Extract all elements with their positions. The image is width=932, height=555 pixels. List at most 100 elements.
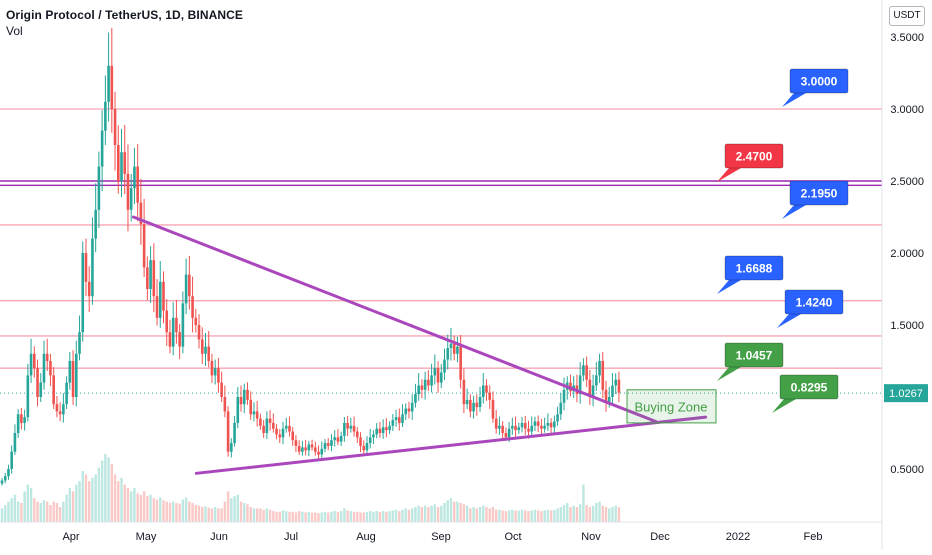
- candle-body: [378, 428, 382, 433]
- volume-bar: [423, 505, 427, 522]
- candle-body: [307, 444, 311, 451]
- volume-bar: [243, 502, 246, 522]
- volume-bar: [598, 501, 601, 522]
- candle-body: [13, 433, 17, 452]
- volume-bar: [304, 512, 307, 522]
- candle-body: [39, 382, 43, 397]
- volume-bar: [191, 502, 194, 522]
- volume-bar: [359, 512, 362, 522]
- time-tick-label: May: [136, 531, 157, 543]
- candle-body: [617, 379, 621, 393]
- volume-indicator-label[interactable]: Vol: [6, 24, 23, 38]
- volume-bar: [81, 471, 84, 522]
- candle-body: [184, 274, 188, 304]
- currency-button[interactable]: USDT: [889, 6, 925, 26]
- candle-body: [546, 422, 550, 426]
- volume-bar: [504, 511, 508, 522]
- volume-bar: [472, 507, 475, 522]
- volume-bar: [239, 501, 243, 522]
- volume-bar: [26, 484, 30, 522]
- price-tick-label: 2.5000: [890, 176, 924, 188]
- volume-bar: [139, 494, 143, 522]
- candle-body: [291, 431, 294, 441]
- candle-body: [255, 411, 259, 419]
- candle-body: [333, 437, 336, 441]
- chart-header: Origin Protocol / TetherUS, 1D, BINANCE …: [6, 8, 243, 38]
- volume-bar: [46, 501, 49, 522]
- volume-bar: [272, 511, 275, 522]
- volume-bar: [604, 507, 608, 522]
- volume-bar: [459, 502, 462, 522]
- candle-body: [595, 375, 598, 386]
- candle-body: [7, 469, 10, 477]
- candle-body: [517, 427, 521, 431]
- volume-bar: [285, 511, 288, 522]
- volume-bar: [339, 511, 343, 522]
- candle-body: [152, 260, 156, 297]
- candle-body: [16, 414, 20, 433]
- candle-body: [94, 209, 97, 239]
- volume-bar: [117, 481, 120, 522]
- candle-body: [0, 480, 4, 484]
- candle-body: [178, 332, 181, 347]
- candle-body: [188, 274, 191, 297]
- volume-bar: [453, 501, 456, 522]
- candle-body: [191, 296, 194, 318]
- volume-bar: [33, 498, 36, 522]
- candle-body: [116, 145, 120, 181]
- trendline-ascending: [194, 415, 708, 475]
- volume-bar: [246, 504, 249, 522]
- volume-bar: [385, 511, 388, 522]
- volume-bar: [317, 513, 320, 522]
- volume-bar: [520, 509, 524, 522]
- volume-bar: [398, 511, 401, 522]
- candle-body: [136, 166, 139, 203]
- candle-body: [391, 420, 395, 426]
- volume-bar: [197, 505, 201, 522]
- level-label-box: [724, 255, 784, 281]
- candle-body: [459, 346, 462, 380]
- candle-body: [317, 451, 320, 455]
- volume-bar: [601, 505, 604, 522]
- volume-bar: [294, 512, 298, 522]
- volume-bar: [265, 508, 269, 522]
- volume-bar: [16, 501, 20, 522]
- time-tick-label: Apr: [62, 531, 79, 543]
- candle-body: [326, 443, 330, 446]
- candle-body: [304, 447, 307, 451]
- label-pointer: [717, 168, 741, 182]
- level-label-box: [789, 68, 849, 94]
- volume-bar: [236, 494, 239, 522]
- candle-body: [339, 435, 343, 442]
- volume-bar: [391, 510, 395, 522]
- volume-bar: [375, 511, 378, 522]
- candle-body: [314, 447, 317, 452]
- candle-body: [446, 348, 450, 360]
- volume-bar: [362, 512, 365, 522]
- candle-body: [514, 425, 517, 431]
- candle-body: [520, 422, 524, 428]
- label-pointer: [782, 93, 806, 107]
- level-labels: 3.0000 2.4700 2.1950 1.6688 1.4240 1.0457 0.82…: [717, 68, 849, 413]
- candle-body: [3, 476, 7, 481]
- volume-bar: [307, 511, 311, 522]
- time-tick-label: Oct: [504, 531, 521, 543]
- volume-bar: [401, 509, 404, 522]
- volume-bar: [417, 505, 420, 522]
- candle-body: [74, 353, 78, 397]
- candle-body: [356, 431, 359, 438]
- volume-bar: [566, 502, 569, 522]
- candle-body: [272, 422, 275, 429]
- candle-body: [562, 389, 566, 403]
- symbol-title: Origin Protocol / TetherUS, 1D, BINANCE: [6, 8, 244, 22]
- level-label-text: 0.8295: [791, 381, 828, 395]
- candle-body: [330, 440, 333, 446]
- candle-body: [78, 332, 81, 354]
- candle-body: [511, 425, 514, 429]
- trendline-descending: [131, 215, 658, 423]
- candle-body: [97, 166, 101, 210]
- volume-bar: [394, 509, 398, 522]
- volume-bar: [365, 511, 369, 522]
